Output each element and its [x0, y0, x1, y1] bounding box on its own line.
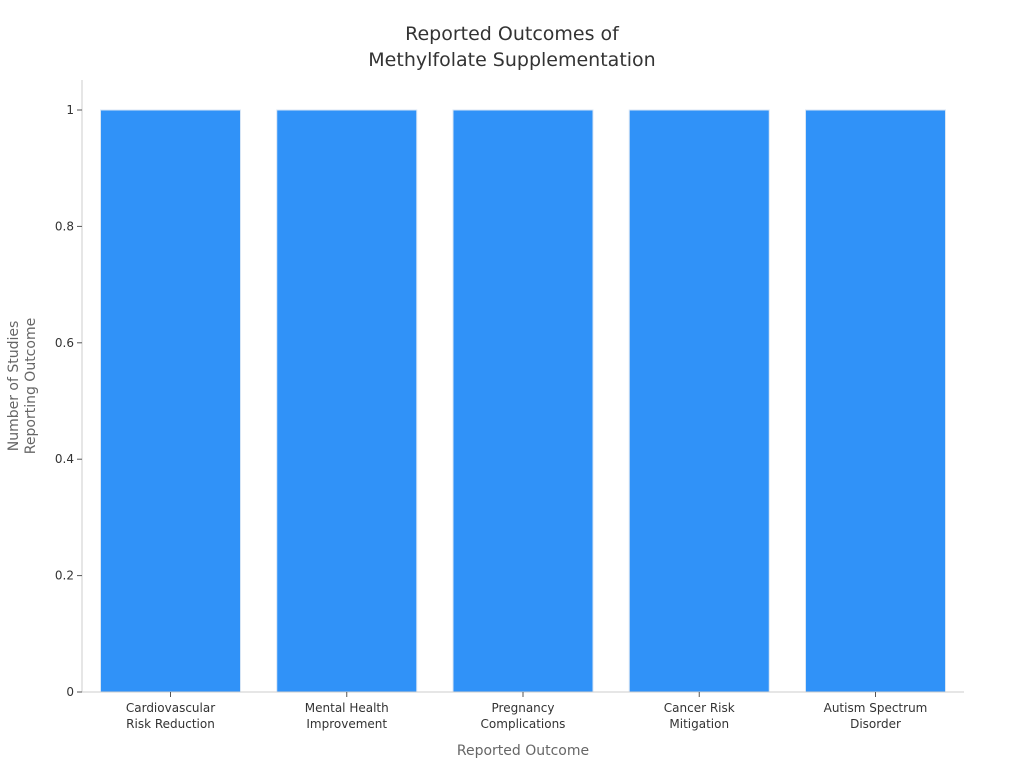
- bar-1: [276, 109, 418, 693]
- bars-group: [100, 109, 946, 693]
- y-axis-label-line-1: Number of Studies: [6, 321, 22, 452]
- x-tick-label-2-line-1: Complications: [481, 717, 566, 731]
- bar-0: [100, 109, 241, 693]
- x-axis-label: Reported Outcome: [457, 743, 589, 759]
- x-tick-label-4-line-0: Autism Spectrum: [824, 701, 928, 715]
- y-axis-label-line-2: Reporting Outcome: [23, 318, 39, 454]
- x-ticks-group: Cardiovascular Risk Reduction Mental Healt…: [126, 692, 928, 731]
- x-tick-label-1-line-1: Improvement: [306, 717, 387, 731]
- x-tick-label-0-line-0: Cardiovascular: [126, 701, 215, 715]
- bar-2: [452, 109, 594, 693]
- chart-title-line-1: Reported Outcomes of: [405, 23, 620, 45]
- x-tick-label-3-line-1: Mitigation: [669, 717, 729, 731]
- chart-title-line-2: Methylfolate Supplementation: [368, 49, 655, 71]
- y-tick-label-4: 0.8: [55, 219, 74, 233]
- y-axis-label-group: Number of Studies Reporting Outcome: [6, 318, 39, 454]
- y-tick-label-5: 1: [66, 103, 74, 117]
- y-tick-label-2: 0.4: [55, 452, 74, 466]
- y-ticks-group: 0 0.2 0.4 0.6 0.8 1: [55, 103, 82, 699]
- x-tick-label-3-line-0: Cancer Risk: [664, 701, 735, 715]
- x-tick-label-2-line-0: Pregnancy: [492, 701, 555, 715]
- y-tick-label-0: 0: [66, 685, 74, 699]
- x-tick-label-4-line-1: Disorder: [850, 717, 901, 731]
- y-tick-label-3: 0.6: [55, 336, 74, 350]
- bar-4: [805, 109, 946, 693]
- bar-3: [628, 109, 770, 693]
- y-tick-label-1: 0.2: [55, 569, 74, 583]
- x-tick-label-1-line-0: Mental Health: [305, 701, 389, 715]
- x-tick-label-0-line-1: Risk Reduction: [126, 717, 215, 731]
